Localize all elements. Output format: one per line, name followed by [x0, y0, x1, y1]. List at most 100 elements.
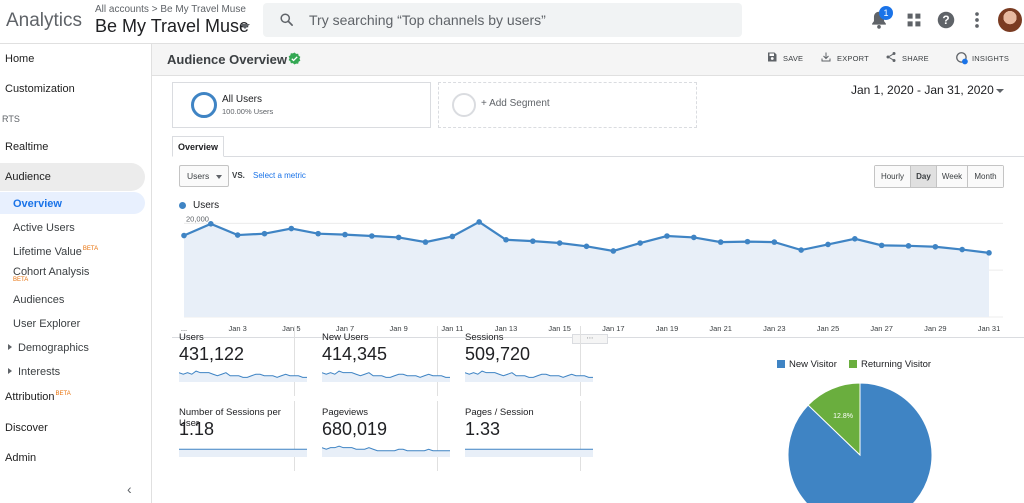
insights-button[interactable]: INSIGHTS [956, 52, 1009, 65]
sidebar-item-audiences[interactable]: Audiences [13, 294, 65, 306]
x-tick-label: Jan 7 [336, 324, 354, 333]
sidebar-item-active-users[interactable]: Active Users [13, 222, 75, 234]
chart-resize-handle[interactable]: ⋯ [572, 334, 608, 344]
account-breadcrumb[interactable]: All accounts > Be My Travel Muse [95, 4, 246, 15]
kpi-tile[interactable]: Pageviews 680,019 [295, 401, 450, 471]
sidebar-item-cohort-analysis[interactable]: Cohort Analysis [13, 266, 90, 278]
sidebar-item-overview[interactable]: Overview [13, 198, 62, 210]
kpi-sparkline [465, 370, 593, 382]
granularity-week-button[interactable]: Week [937, 166, 968, 187]
add-segment-button[interactable]: + Add Segment [438, 82, 697, 128]
insights-icon [956, 52, 968, 65]
share-button[interactable]: SHARE [886, 52, 929, 63]
x-tick-label: Jan 23 [763, 324, 786, 333]
data-point [395, 234, 402, 241]
data-point [959, 246, 965, 253]
data-point [717, 239, 724, 245]
report-header: Audience Overview SAVE EXPORT SHARE INSI… [152, 44, 1024, 76]
data-point [261, 230, 268, 237]
kpi-tile[interactable]: Users 431,122 [152, 326, 307, 396]
kpi-label: Users [179, 332, 204, 343]
caret-right-icon [8, 344, 12, 350]
granularity-toggle: Hourly Day Week Month [874, 165, 1004, 188]
granularity-day-button[interactable]: Day [911, 166, 937, 187]
main-content: Audience Overview SAVE EXPORT SHARE INSI… [152, 44, 1024, 503]
save-button[interactable]: SAVE [768, 52, 803, 63]
x-tick-label: Jan 9 [389, 324, 407, 333]
sidebar-item-label: Attribution [5, 391, 55, 403]
user-avatar[interactable] [998, 8, 1022, 32]
data-point [530, 238, 536, 244]
more-vert-icon[interactable] [966, 9, 988, 31]
kpi-sparkline [179, 448, 307, 457]
x-tick-label: Jan 25 [817, 324, 840, 333]
beta-badge: BETA [13, 277, 29, 283]
sparkline-fill [465, 371, 593, 382]
kpi-value: 1.18 [179, 419, 215, 439]
sidebar-item-realtime[interactable]: Realtime [5, 141, 49, 153]
segment-all-users[interactable]: All Users 100.00% Users [172, 82, 431, 128]
sparkline-fill [179, 371, 307, 382]
x-tick-label: Jan 21 [709, 324, 732, 333]
sparkline-line [322, 445, 450, 452]
beta-badge: BETA [55, 391, 71, 398]
export-button[interactable]: EXPORT [821, 52, 869, 63]
sidebar-item-label: Lifetime Value [13, 246, 82, 258]
kpi-label: Sessions [465, 332, 504, 343]
svg-text:?: ? [942, 13, 949, 27]
kpi-tile[interactable]: Number of Sessions per User 1.18 [152, 401, 307, 471]
sidebar-item-interests[interactable]: Interests [8, 366, 60, 378]
sidebar-item-admin[interactable]: Admin [5, 452, 37, 464]
legend-swatch [777, 360, 785, 368]
chevron-down-icon[interactable] [996, 89, 1004, 93]
data-point [476, 219, 482, 225]
tab-divider [172, 156, 1024, 157]
kpi-tile[interactable]: Sessions 509,720 [438, 326, 593, 396]
page-title: Audience Overview [167, 52, 287, 67]
granularity-hourly-button[interactable]: Hourly [875, 166, 911, 187]
data-point [449, 233, 456, 240]
segment-percentage: 100.00% Users [222, 107, 274, 116]
product-name[interactable]: Analytics [6, 10, 83, 31]
kpi-tile[interactable]: New Users 414,345 [295, 326, 450, 396]
sidebar-item-user-explorer[interactable]: User Explorer [13, 318, 81, 330]
tab-overview[interactable]: Overview [172, 136, 224, 157]
search-bar[interactable] [263, 3, 742, 37]
sidebar-item-home[interactable]: Home [5, 53, 35, 65]
x-tick-label: Jan 5 [282, 324, 300, 333]
sidebar-item-lifetime-value[interactable]: Lifetime ValueBETA [13, 246, 98, 258]
account-selector[interactable]: Be My Travel Muse [95, 16, 250, 36]
metric-select[interactable]: Users [179, 165, 229, 187]
help-icon[interactable]: ? [935, 9, 957, 31]
data-point [986, 250, 992, 256]
share-label: SHARE [902, 54, 929, 63]
series-legend-label: Users [193, 200, 220, 211]
verified-check-icon [288, 52, 301, 65]
data-point [798, 247, 804, 253]
sparkline-fill [322, 446, 450, 457]
select-metric-link[interactable]: Select a metric [253, 171, 306, 180]
caret-right-icon [8, 368, 12, 374]
data-point [664, 233, 670, 239]
kpi-tile[interactable]: Pages / Session 1.33 [438, 401, 593, 471]
save-icon [768, 52, 777, 62]
date-range-picker[interactable]: Jan 1, 2020 - Jan 31, 2020 [851, 83, 994, 97]
chevron-down-icon[interactable] [240, 24, 250, 29]
sidebar-item-label: Interests [18, 366, 61, 378]
search-input[interactable] [309, 3, 729, 37]
segment-ring-icon [191, 92, 217, 118]
sidebar-item-attribution[interactable]: AttributionBETA [5, 391, 71, 403]
sparkline-line [465, 370, 593, 378]
apps-grid-icon[interactable] [903, 9, 925, 31]
metric-select-value: Users [187, 171, 210, 181]
sidebar-item-discover[interactable]: Discover [5, 422, 48, 434]
segment-name: All Users [222, 94, 263, 105]
sidebar-item-audience[interactable]: Audience [5, 171, 51, 183]
collapse-sidebar-icon[interactable]: ‹ [127, 481, 132, 497]
x-tick-label: Jan 19 [656, 324, 679, 333]
pie-legend-new: New Visitor [777, 359, 837, 370]
granularity-month-button[interactable]: Month [968, 166, 1003, 187]
kpi-sparkline [322, 445, 450, 457]
sidebar-item-demographics[interactable]: Demographics [8, 342, 89, 354]
sidebar-item-customization[interactable]: Customization [5, 83, 75, 95]
